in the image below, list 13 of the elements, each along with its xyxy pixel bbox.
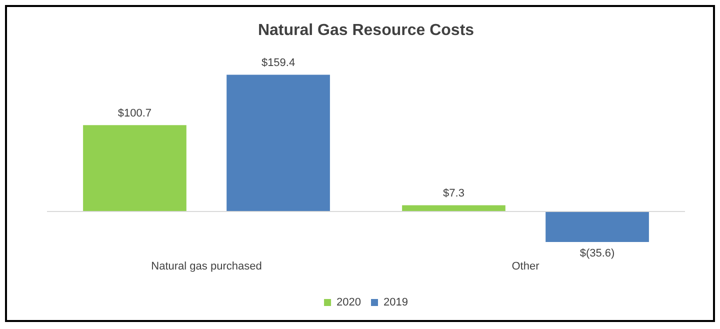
data-label: $159.4 bbox=[261, 57, 296, 70]
bar bbox=[546, 212, 649, 242]
data-label: $(35.6) bbox=[580, 248, 615, 260]
data-label: $7.3 bbox=[443, 188, 464, 200]
chart-title: Natural Gas Resource Costs bbox=[258, 22, 474, 40]
bar bbox=[402, 205, 506, 211]
x-tick-label: Other bbox=[512, 260, 540, 272]
legend-label: 2019 bbox=[384, 296, 408, 309]
legend-label: 2020 bbox=[336, 296, 362, 309]
x-tick-label: Natural gas purchased bbox=[151, 260, 262, 272]
bar bbox=[226, 74, 330, 211]
data-label: $100.7 bbox=[118, 108, 152, 120]
bar bbox=[83, 125, 186, 211]
